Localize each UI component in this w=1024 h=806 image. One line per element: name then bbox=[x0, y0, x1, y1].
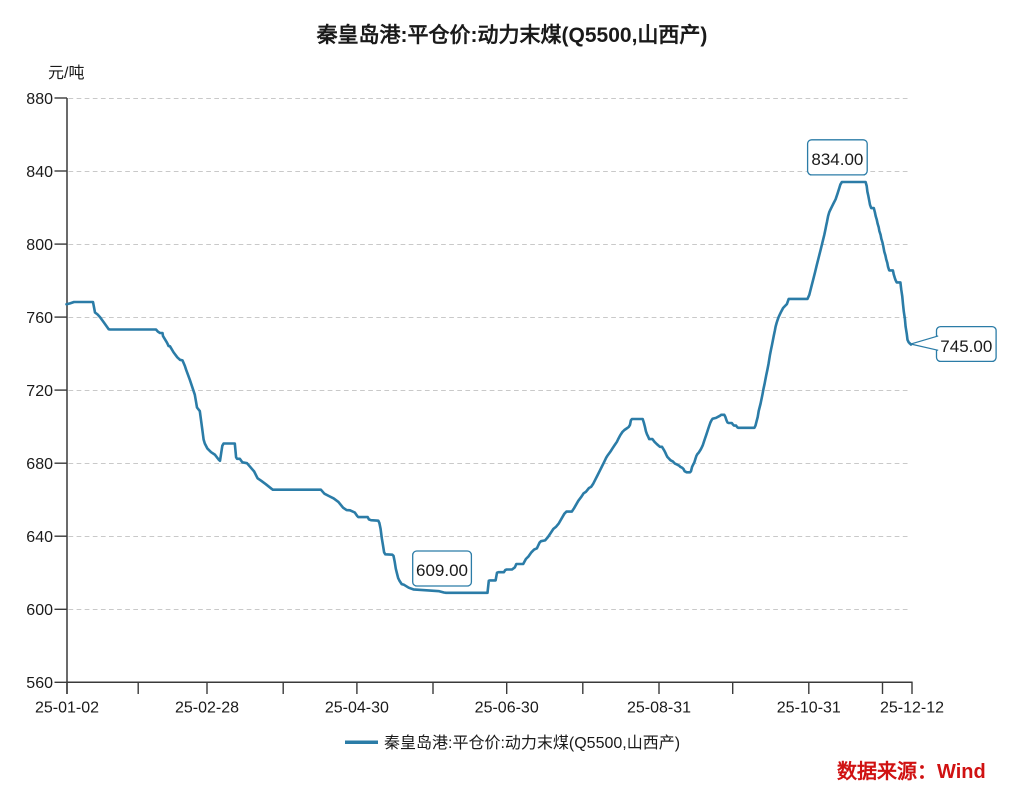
svg-text:720: 720 bbox=[26, 383, 53, 400]
svg-text:25-12-12: 25-12-12 bbox=[880, 700, 944, 717]
svg-text:680: 680 bbox=[26, 456, 53, 473]
svg-text:840: 840 bbox=[26, 164, 53, 181]
svg-text:560: 560 bbox=[26, 675, 53, 692]
svg-text:880: 880 bbox=[26, 91, 53, 108]
svg-text:元/吨: 元/吨 bbox=[48, 64, 84, 82]
svg-text:745.00: 745.00 bbox=[940, 337, 992, 356]
svg-text:秦皇岛港:平仓价:动力末煤(Q5500,山西产): 秦皇岛港:平仓价:动力末煤(Q5500,山西产) bbox=[384, 734, 680, 752]
svg-text:760: 760 bbox=[26, 310, 53, 327]
svg-text:834.00: 834.00 bbox=[811, 150, 863, 169]
svg-text:数据来源：Wind: 数据来源：Wind bbox=[837, 759, 986, 783]
svg-text:25-04-30: 25-04-30 bbox=[325, 700, 389, 717]
svg-text:25-08-31: 25-08-31 bbox=[627, 700, 691, 717]
svg-text:25-10-31: 25-10-31 bbox=[777, 700, 841, 717]
svg-text:600: 600 bbox=[26, 602, 53, 619]
svg-text:25-06-30: 25-06-30 bbox=[475, 700, 539, 717]
svg-text:640: 640 bbox=[26, 529, 53, 546]
svg-text:秦皇岛港:平仓价:动力末煤(Q5500,山西产): 秦皇岛港:平仓价:动力末煤(Q5500,山西产) bbox=[316, 23, 708, 47]
svg-text:609.00: 609.00 bbox=[416, 561, 468, 580]
svg-text:800: 800 bbox=[26, 237, 53, 254]
svg-text:25-01-02: 25-01-02 bbox=[35, 700, 99, 717]
svg-text:25-02-28: 25-02-28 bbox=[175, 700, 239, 717]
